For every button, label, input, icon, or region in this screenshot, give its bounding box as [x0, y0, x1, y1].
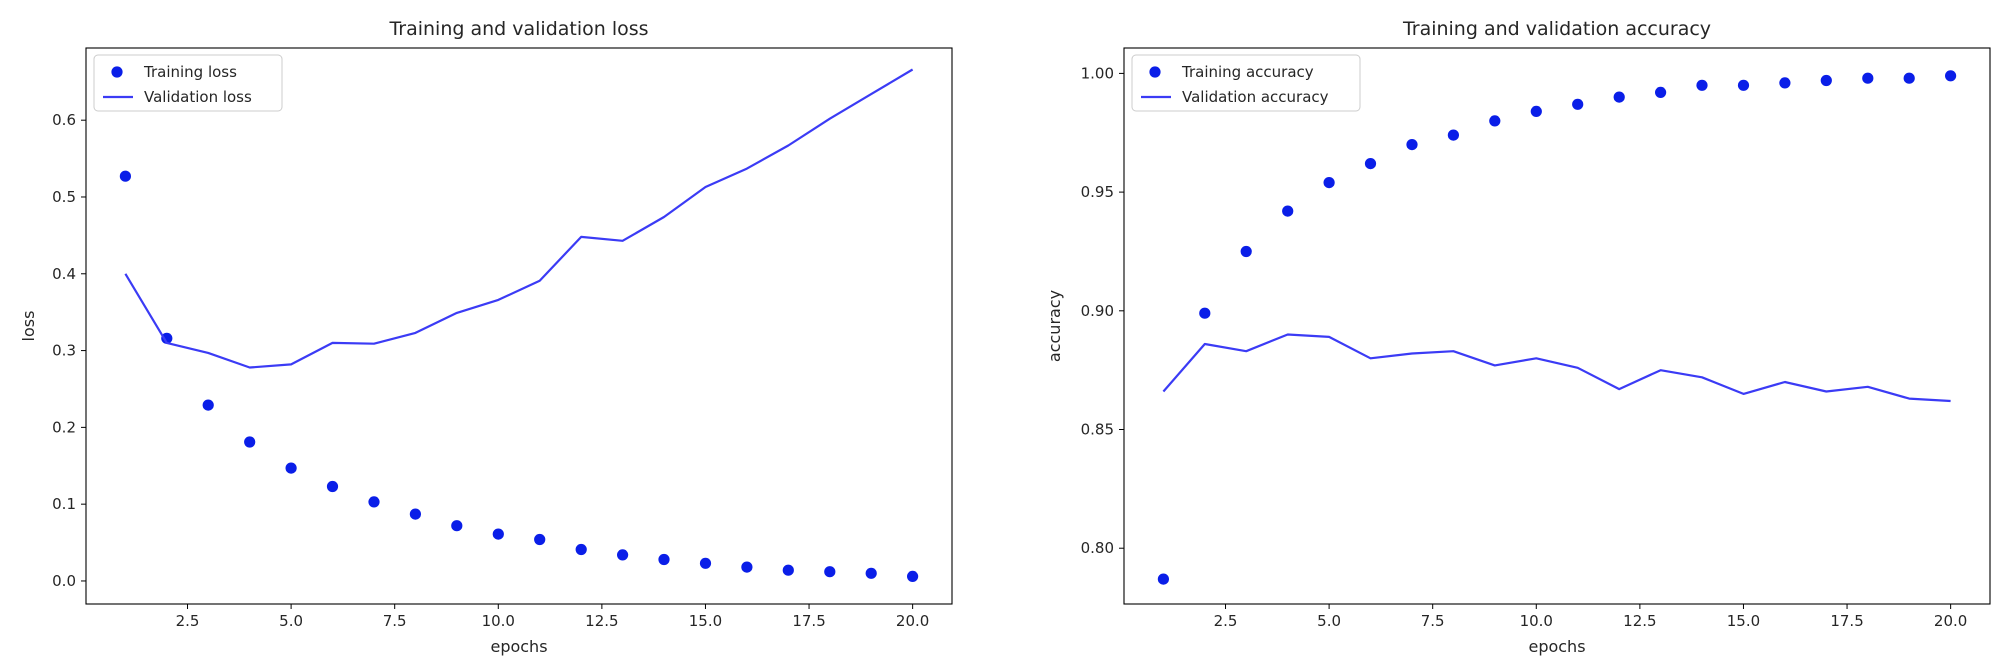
loss-x-axis-label: epochs [490, 637, 547, 656]
loss-chart: 2.5 5.0 7.5 10.0 12.5 15.0 17.5 20.0 0.0 0.1 0.2 0.… [19, 18, 953, 656]
accuracy-training-point [1903, 72, 1915, 84]
loss-x-tick-label: 2.5 [176, 612, 200, 630]
loss-y-tick-label: 0.0 [52, 572, 76, 590]
loss-legend-box [93, 54, 283, 112]
accuracy-x-tick-label: 2.5 [1214, 612, 1238, 630]
accuracy-training-point [1240, 245, 1252, 258]
loss-y-tick-label: 0.5 [52, 188, 76, 206]
loss-training-point [368, 496, 380, 508]
loss-training-point [285, 462, 297, 474]
accuracy-axes-frame [1123, 47, 1991, 605]
accuracy-training-point [1364, 158, 1377, 170]
accuracy-training-point [1323, 177, 1335, 189]
loss-training-point [409, 508, 421, 520]
accuracy-training-point [1945, 70, 1957, 82]
accuracy-training-point [1406, 139, 1418, 151]
accuracy-legend-validation-label: Validation accuracy [1182, 88, 1329, 106]
accuracy-training-point [1820, 74, 1832, 87]
accuracy-x-tick-label: 12.5 [1623, 612, 1656, 630]
loss-x-tick-label: 10.0 [482, 612, 515, 630]
accuracy-y-axis-label: accuracy [1045, 290, 1064, 362]
accuracy-training-point [1737, 79, 1750, 91]
loss-y-axis-label: loss [19, 311, 38, 342]
accuracy-x-tick-label: 17.5 [1830, 612, 1863, 630]
accuracy-training-point [1199, 307, 1211, 319]
loss-training-point [161, 332, 173, 344]
accuracy-training-point [1572, 98, 1584, 110]
loss-y-tick-label: 0.6 [52, 111, 76, 129]
accuracy-chart: 2.5 5.0 7.5 10.0 12.5 15.0 17.5 20.0 0.80 0.85 0.9… [1045, 18, 1991, 656]
accuracy-training-point [1530, 105, 1542, 117]
loss-training-point [575, 543, 587, 556]
loss-training-point [782, 564, 794, 576]
loss-x-tick-label: 20.0 [896, 612, 929, 630]
accuracy-legend-training-label: Training accuracy [1181, 63, 1314, 81]
loss-training-point [617, 549, 629, 561]
accuracy-training-point [1157, 573, 1169, 585]
loss-training-point [451, 520, 463, 532]
accuracy-training-point [1489, 115, 1501, 127]
loss-legend-validation-label: Validation loss [144, 88, 252, 106]
loss-legend: Training loss Validation loss [93, 54, 283, 112]
accuracy-y-tick-label: 0.95 [1081, 183, 1114, 201]
loss-training-point [534, 533, 546, 546]
accuracy-training-point [1613, 91, 1625, 103]
loss-y-tick-label: 0.2 [52, 418, 76, 436]
accuracy-training-point [1655, 86, 1667, 98]
loss-x-tick-label: 15.0 [689, 612, 722, 630]
loss-chart-title: Training and validation loss [388, 18, 648, 40]
loss-y-tick-label: 0.4 [52, 265, 76, 283]
loss-training-point [741, 561, 753, 573]
loss-y-tick-label: 0.3 [52, 342, 76, 360]
loss-training-point [824, 566, 836, 578]
accuracy-x-tick-label: 10.0 [1520, 612, 1553, 630]
accuracy-chart-title: Training and validation accuracy [1402, 18, 1711, 40]
loss-training-point [699, 557, 712, 569]
loss-training-point [865, 567, 877, 579]
loss-training-point [119, 170, 131, 182]
accuracy-validation-line [1162, 333, 1951, 403]
loss-axes-frame [85, 47, 953, 605]
loss-x-tick-label: 12.5 [585, 612, 618, 630]
accuracy-training-point [1696, 79, 1708, 91]
accuracy-x-tick-label: 7.5 [1421, 612, 1445, 630]
loss-x-tick-label: 5.0 [279, 612, 303, 630]
accuracy-x-tick-label: 5.0 [1317, 612, 1341, 630]
accuracy-x-tick-label: 15.0 [1727, 612, 1760, 630]
accuracy-training-point [1862, 72, 1874, 84]
accuracy-training-point [1779, 77, 1791, 89]
loss-y-tick-label: 0.1 [52, 495, 76, 513]
accuracy-training-point [1282, 205, 1294, 217]
accuracy-legend-box [1131, 54, 1361, 112]
loss-validation-line [124, 68, 914, 369]
accuracy-x-tick-label: 20.0 [1934, 612, 1967, 630]
loss-x-tick-label: 7.5 [383, 612, 407, 630]
accuracy-y-tick-label: 1.00 [1081, 64, 1114, 82]
loss-legend-training-marker [111, 66, 123, 78]
accuracy-x-axis-label: epochs [1528, 637, 1585, 656]
loss-x-tick-label: 17.5 [792, 612, 825, 630]
loss-training-point [326, 480, 339, 493]
accuracy-legend: Training accuracy Validation accuracy [1131, 54, 1361, 112]
loss-training-point [907, 570, 919, 583]
accuracy-legend-training-marker [1149, 66, 1161, 78]
loss-training-point [658, 553, 670, 566]
loss-legend-training-label: Training loss [143, 63, 237, 81]
accuracy-y-tick-label: 0.85 [1081, 421, 1114, 439]
accuracy-y-tick-label: 0.90 [1081, 302, 1114, 320]
loss-training-point [202, 399, 214, 411]
loss-training-point [244, 436, 256, 448]
accuracy-training-point [1447, 129, 1459, 141]
loss-training-point [492, 528, 504, 540]
accuracy-y-tick-label: 0.80 [1081, 539, 1114, 557]
